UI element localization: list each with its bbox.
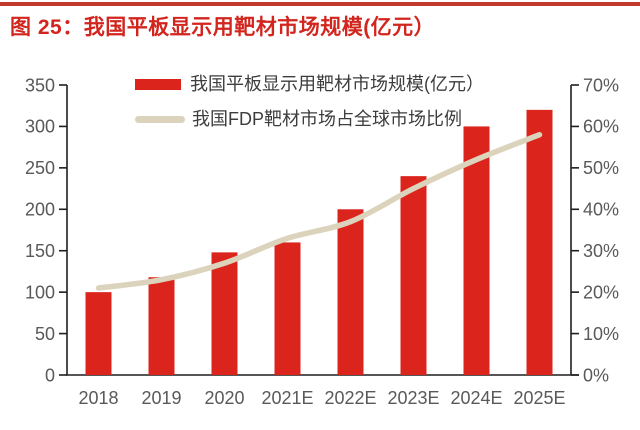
x-axis-label-2018: 2018 [78,388,118,408]
chart-legend: 我国平板显示用靶材市场规模(亿元） 我国FDP靶材市场占全球市场比例 [135,73,484,130]
y-axis-left-tick-label: 0 [45,365,55,385]
y-axis-left-tick-label: 100 [25,282,55,302]
bar-series-label: 我国平板显示用靶材市场规模(亿元） [190,74,484,94]
y-axis-right-tick-label: 10% [583,324,619,344]
bar-2020 [211,252,238,375]
line-series-swatch-icon [135,115,185,123]
y-axis-left-tick-label: 200 [25,200,55,220]
bar-2019 [148,277,175,375]
x-axis-label-2022E: 2022E [324,388,376,408]
x-axis-label-2023E: 2023E [387,388,439,408]
bar-2022E [337,209,364,375]
bar-2021E [274,242,301,375]
bar-2024E [463,126,490,375]
trend-line [95,131,543,291]
legend-item-bar-series: 我国平板显示用靶材市场规模(亿元） [135,73,484,95]
bar-series-swatch-icon [135,78,181,90]
x-axis-label-2021E: 2021E [261,388,313,408]
x-axis-label-2025E: 2025E [513,388,565,408]
y-axis-right-tick-label: 0% [583,365,609,385]
x-axis-label-2020: 2020 [204,388,244,408]
y-axis-right-tick-label: 70% [583,75,619,95]
legend-item-line-series: 我国FDP靶材市场占全球市场比例 [135,108,484,130]
y-axis-right-tick-label: 40% [583,200,619,220]
y-axis-right-tick-label: 50% [583,158,619,178]
x-axis-label-2024E: 2024E [450,388,502,408]
y-axis-right-tick-label: 60% [583,117,619,137]
bar-2018 [85,292,112,375]
bar-2023E [400,176,427,375]
y-axis-left-tick-label: 150 [25,241,55,261]
bar-2025E [526,109,553,375]
y-axis-right-tick-label: 30% [583,241,619,261]
figure-title: 图 25：我国平板显示用靶材市场规模(亿元） [10,16,436,39]
y-axis-left-tick-label: 350 [25,75,55,95]
header-red-rule [0,2,640,6]
x-axis-label-2019: 2019 [141,388,181,408]
y-axis-left-tick-label: 250 [25,158,55,178]
line-series-label: 我国FDP靶材市场占全球市场比例 [192,109,462,129]
y-axis-left-tick-label: 300 [25,117,55,137]
y-axis-right-tick-label: 20% [583,282,619,302]
y-axis-left-tick-label: 50 [35,324,55,344]
